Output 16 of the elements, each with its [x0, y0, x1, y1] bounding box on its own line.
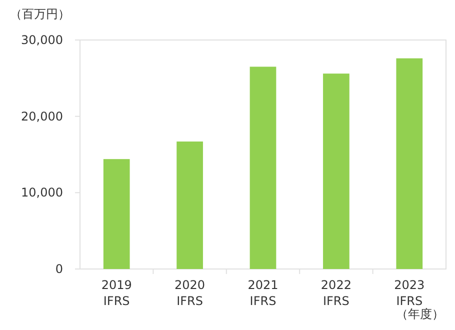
- x-tick-label: 2022 IFRS: [320, 278, 352, 308]
- x-tick-label: 2019 IFRS: [101, 278, 132, 308]
- y-tick-label: 10,000: [21, 186, 63, 200]
- x-tick-label: 2023 IFRS: [394, 278, 425, 308]
- bar: [396, 58, 423, 269]
- y-tick-label: 0: [55, 262, 63, 276]
- x-axis-title: （年度）: [396, 307, 444, 321]
- bar: [250, 66, 276, 269]
- y-axis-title: （百万円）: [10, 7, 70, 21]
- x-tick-label: 2020 IFRS: [174, 278, 206, 308]
- bar: [176, 142, 203, 269]
- y-tick-label: 20,000: [21, 109, 63, 124]
- y-tick-label: 30,000: [21, 33, 63, 47]
- x-tick-label: 2021 IFRS: [248, 278, 278, 308]
- bar: [323, 74, 350, 269]
- bar: [103, 159, 130, 269]
